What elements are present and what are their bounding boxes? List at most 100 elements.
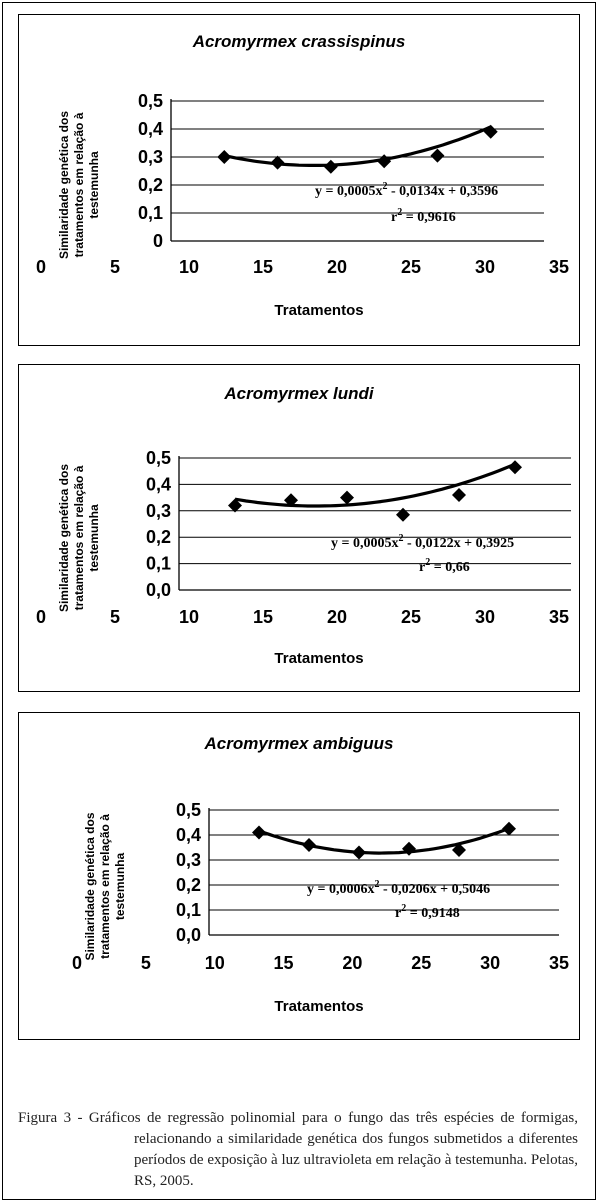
- y-tick-label: 0,5: [176, 800, 201, 820]
- x-tick-label: 25: [401, 257, 421, 277]
- data-point: [402, 841, 416, 856]
- equation-rest: - 0,0134x + 0,3596: [387, 184, 498, 199]
- equation-exponent: 2: [382, 181, 387, 192]
- r-squared-exponent: 2: [397, 207, 402, 218]
- x-tick-label: 15: [253, 257, 273, 277]
- equation-main: y = 0,0005x: [315, 184, 382, 199]
- data-point: [430, 148, 445, 163]
- chart-panel-lundi: Acromyrmex lundi 0,0 0,1 0,2 0,3 0,4 0,5 0 5 10 15…: [18, 364, 580, 692]
- x-tick-label: 20: [342, 953, 362, 973]
- y-tick-label: 0,1: [176, 900, 201, 920]
- y-axis-title: Similaridade genética dos tratamentos em …: [57, 111, 101, 259]
- x-tick-label: 25: [401, 607, 421, 627]
- chart-svg: Acromyrmex crassispinus 0 0,1 0,2 0,3 0,4 0,5 0…: [36, 32, 569, 319]
- x-tick-label: 20: [327, 257, 347, 277]
- y-axis-title-line: Similaridade genética dos: [83, 812, 97, 960]
- x-tick-label: 35: [549, 607, 569, 627]
- trendline: [258, 826, 510, 855]
- r-squared: r2 = 0,9148: [395, 903, 460, 921]
- regression-equation: y = 0,0006x2 - 0,0206x + 0,5046: [307, 879, 490, 897]
- data-point: [396, 507, 410, 522]
- y-axis-title: Similaridade genética dos tratamentos em …: [83, 812, 127, 960]
- x-axis-title: Tratamentos: [274, 650, 363, 667]
- y-tick-label: 0,3: [138, 147, 163, 167]
- data-point: [452, 487, 466, 502]
- r-squared-value: = 0,9616: [402, 210, 455, 225]
- y-axis-title-line: testemunha: [87, 151, 101, 219]
- y-tick-label: 0,0: [146, 580, 171, 600]
- x-tick-label: 15: [274, 953, 294, 973]
- x-tick-label: 0: [36, 607, 46, 627]
- x-tick-label: 0: [72, 953, 82, 973]
- caption-text: Gráficos de regressão polinomial para o …: [88, 1110, 579, 1189]
- y-tick-label: 0,0: [176, 925, 201, 945]
- y-tick-label: 0,4: [138, 119, 163, 139]
- y-axis-title-line: Similaridade genética dos: [57, 111, 71, 259]
- x-tick-label: 35: [549, 953, 569, 973]
- y-tick-label: 0,5: [138, 91, 163, 111]
- x-tick-label: 20: [327, 607, 347, 627]
- data-point: [228, 498, 242, 513]
- data-point: [502, 821, 516, 836]
- r-squared-value: = 0,66: [430, 560, 469, 575]
- y-axis-title-line: tratamentos em relação à: [98, 814, 112, 959]
- x-axis-title: Tratamentos: [274, 302, 363, 319]
- equation-exponent: 2: [398, 533, 403, 544]
- regression-equation: y = 0,0005x2 - 0,0122x + 0,3925: [331, 533, 514, 551]
- chart-panel-crassispinus: Acromyrmex crassispinus 0 0,1 0,2 0,3 0,4 0,5 0…: [18, 14, 580, 346]
- x-tick-label: 10: [179, 607, 199, 627]
- x-tick-label: 30: [480, 953, 500, 973]
- y-tick-label: 0,4: [176, 825, 201, 845]
- chart-title: Acromyrmex ambiguus: [204, 734, 394, 753]
- x-tick-label: 10: [205, 953, 225, 973]
- y-axis-title-line: testemunha: [113, 853, 127, 921]
- chart-svg: Acromyrmex ambiguus 0,0 0,1 0,2 0,3 0,4 0,5 0 5 1…: [72, 734, 569, 1015]
- data-point: [302, 838, 316, 852]
- regression-equation: y = 0,0005x2 - 0,0134x + 0,3596: [315, 181, 498, 199]
- x-tick-label: 15: [253, 607, 273, 627]
- data-point: [270, 155, 285, 170]
- y-tick-label: 0,1: [138, 203, 163, 223]
- x-tick-label: 5: [141, 953, 151, 973]
- y-tick-label: 0: [153, 231, 163, 251]
- equation-rest: - 0,0206x + 0,5046: [379, 882, 490, 897]
- x-axis-title: Tratamentos: [274, 998, 363, 1015]
- x-tick-label: 0: [36, 257, 46, 277]
- caption-label: Figura 3 -: [18, 1110, 89, 1126]
- y-tick-label: 0,2: [146, 527, 171, 547]
- trendline: [234, 462, 516, 508]
- r-squared-exponent: 2: [425, 557, 430, 568]
- y-axis-title-line: tratamentos em relação à: [72, 112, 86, 257]
- data-point: [508, 460, 522, 475]
- data-point: [352, 845, 366, 860]
- y-tick-label: 0,3: [176, 850, 201, 870]
- chart-panel-ambiguus: Acromyrmex ambiguus 0,0 0,1 0,2 0,3 0,4 0,5 0 5 1…: [18, 712, 580, 1040]
- y-tick-label: 0,3: [146, 501, 171, 521]
- data-point: [377, 154, 392, 169]
- x-tick-label: 5: [110, 257, 120, 277]
- r-squared: r2 = 0,9616: [391, 207, 456, 225]
- data-point: [452, 843, 466, 857]
- y-tick-label: 0,1: [146, 554, 171, 574]
- data-point: [483, 124, 498, 139]
- figure-caption: Figura 3 - Gráficos de regressão polinom…: [18, 1108, 578, 1192]
- chart-title: Acromyrmex lundi: [223, 384, 375, 403]
- x-tick-label: 10: [179, 257, 199, 277]
- y-axis-title: Similaridade genética dos tratamentos em …: [57, 464, 101, 612]
- r-squared-value: = 0,9148: [406, 906, 459, 921]
- y-tick-label: 0,4: [146, 474, 171, 494]
- y-axis-title-line: testemunha: [87, 504, 101, 572]
- chart-title: Acromyrmex crassispinus: [192, 32, 406, 51]
- y-tick-label: 0,2: [138, 175, 163, 195]
- r-squared-label: r: [395, 906, 401, 921]
- equation-rest: - 0,0122x + 0,3925: [403, 536, 514, 551]
- y-tick-label: 0,5: [146, 448, 171, 468]
- data-point: [323, 159, 338, 174]
- x-tick-label: 35: [549, 257, 569, 277]
- data-point: [340, 490, 354, 505]
- chart-svg: Acromyrmex lundi 0,0 0,1 0,2 0,3 0,4 0,5 0 5 10 15…: [36, 384, 571, 667]
- data-point: [217, 150, 232, 164]
- r-squared: r2 = 0,66: [419, 557, 470, 575]
- y-axis-title-line: tratamentos em relação à: [72, 465, 86, 610]
